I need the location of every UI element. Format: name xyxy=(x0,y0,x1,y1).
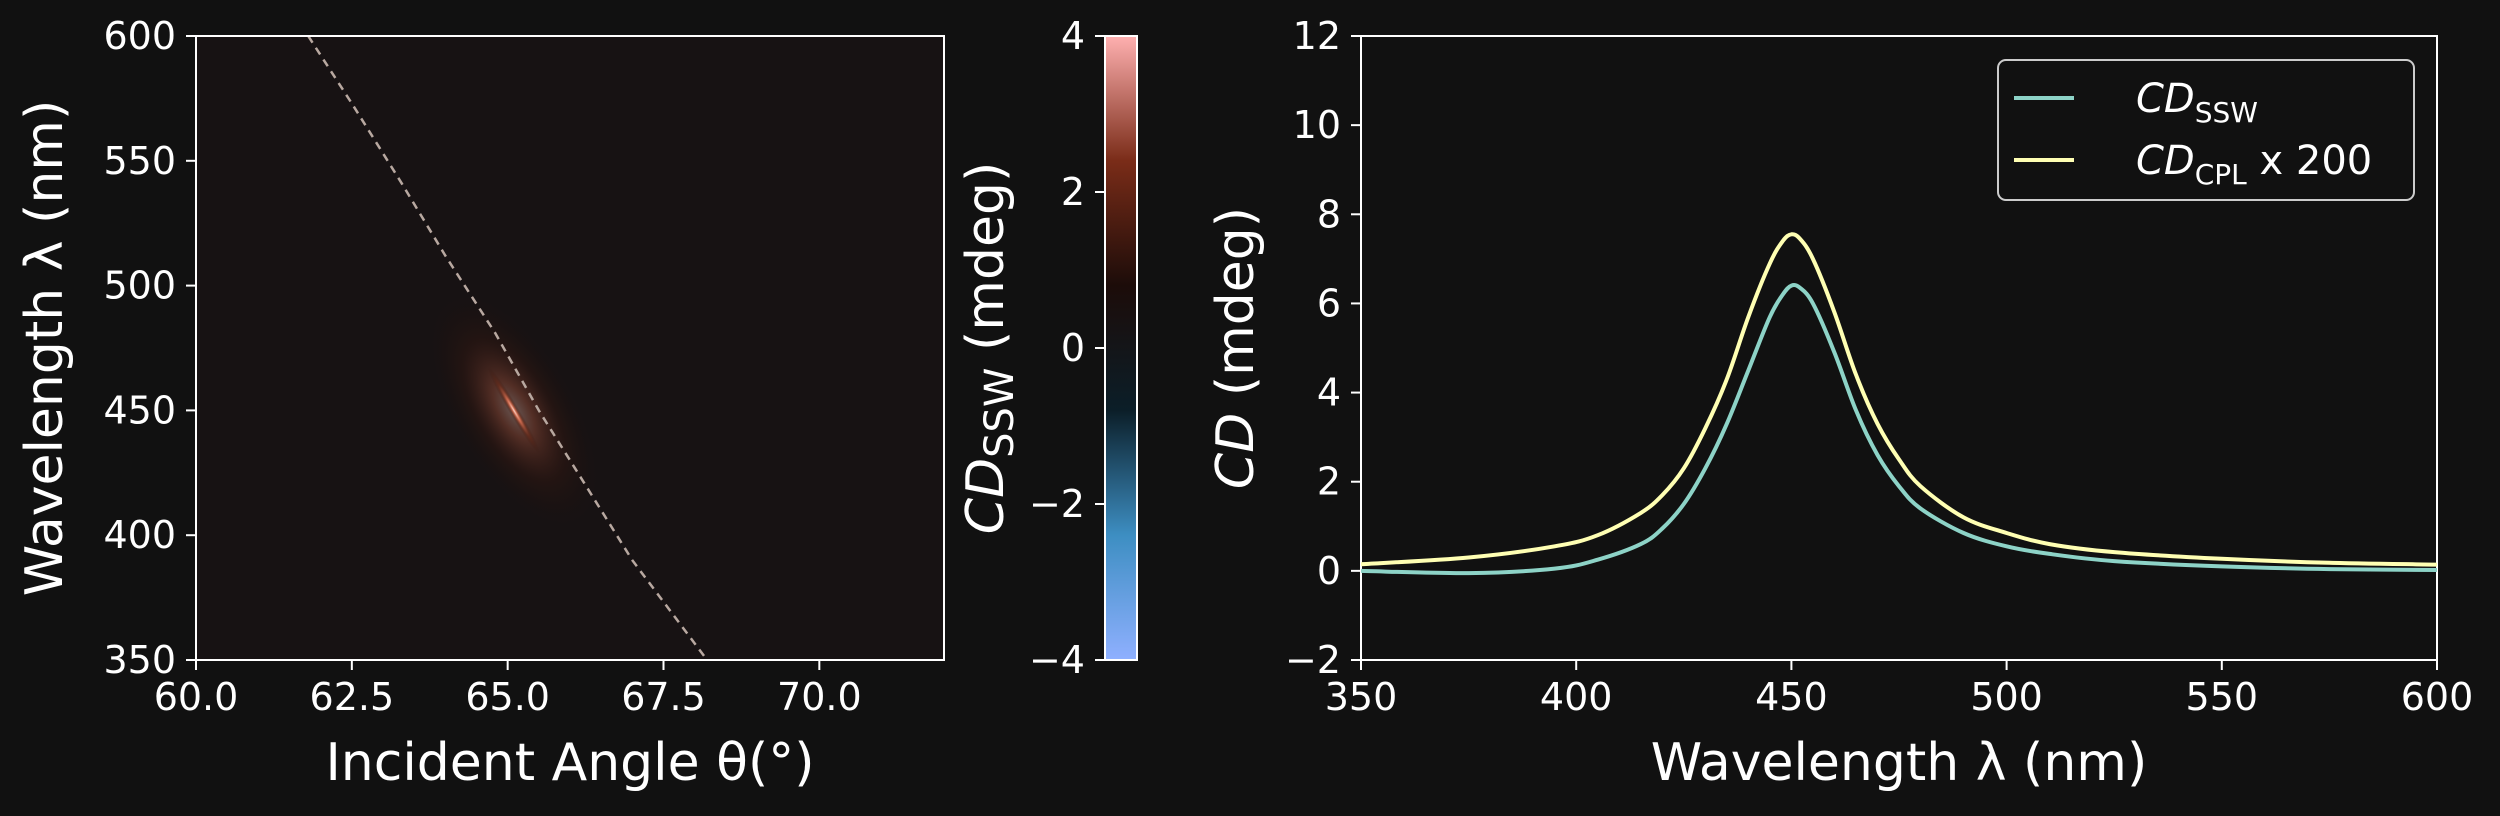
line-chart-x-axis-label-text: Wavelength λ (nm) xyxy=(1651,733,2148,793)
heatmap-x-tick-label-60-0: 60.0 xyxy=(154,675,239,719)
line-chart-y-axis-label-unit: (mdeg) xyxy=(1206,207,1266,413)
legend-label-cd-cpl-main: CD xyxy=(2136,138,2195,184)
colorbar-label: CDSSW (mdeg) xyxy=(956,162,1023,534)
line-chart-x-ticks: 350 400 450 500 550 600 xyxy=(1325,660,2474,719)
colorbar-tick-label-2: 2 xyxy=(1061,170,1085,214)
legend-label-cd-cpl: CDCPL x 200 xyxy=(2136,138,2372,191)
line-chart-y-tick-label-0: 0 xyxy=(1317,549,1341,593)
heatmap-y-tick-label-450: 450 xyxy=(103,388,176,432)
heatmap-x-tick-label-70-0: 70.0 xyxy=(777,675,862,719)
heatmap-x-tick-label-62-5: 62.5 xyxy=(310,675,395,719)
line-chart-y-tick-label-6: 6 xyxy=(1317,281,1341,325)
heatmap-y-tick-label-600: 600 xyxy=(103,14,176,58)
legend-box xyxy=(1997,59,2415,201)
heatmap-y-ticks: 350 400 450 500 550 600 xyxy=(103,14,196,682)
heatmap-dashed-curve xyxy=(307,36,709,660)
colorbar: 4 2 0 −2 −4 CDSSW (mdeg) xyxy=(956,14,1138,682)
legend-label-cd-ssw-main: CD xyxy=(2136,76,2195,122)
line-chart-y-axis-label-main: CD xyxy=(1206,413,1266,489)
heatmap-y-tick-label-550: 550 xyxy=(103,139,176,183)
heatmap-y-tick-label-350: 350 xyxy=(103,638,176,682)
heatmap-y-tick-label-400: 400 xyxy=(103,513,176,557)
heatmap-panel: 60.0 62.5 65.0 67.5 70.0 350400450500550600 … xyxy=(15,14,945,793)
heatmap-x-axis-label: Incident Angle θ(°) xyxy=(325,733,814,793)
heatmap-background xyxy=(196,36,944,660)
line-chart-y-tick-label-12: 12 xyxy=(1293,14,1341,58)
line-chart-panel: 350 400 450 500 550 600 −2 0 2 4 6 8 10 12 Wavelengt… xyxy=(1206,14,2473,793)
colorbar-tick-label-2: −2 xyxy=(1029,482,1085,526)
colorbar-tick-label-4: −4 xyxy=(1029,638,1085,682)
line-chart-x-tick-label-450: 450 xyxy=(1755,675,1828,719)
line-chart-y-tick-label-10: 10 xyxy=(1293,103,1341,147)
colorbar-tick-label-0: 0 xyxy=(1061,326,1085,370)
legend: CDSSW CDCPL x 200 xyxy=(1997,59,2415,201)
colorbar-label-main: CD xyxy=(956,458,1016,534)
heatmap-y-tick-label-500: 500 xyxy=(103,264,176,308)
colorbar-label-sub: SSW xyxy=(977,368,1023,458)
colorbar-tick-label-4: 4 xyxy=(1061,14,1085,58)
heatmap-frame xyxy=(195,35,945,661)
line-chart-y-ticks: −2 0 2 4 6 8 10 12 xyxy=(1285,14,1361,682)
heatmap-y-axis-label-text: Wavelength λ (nm) xyxy=(15,100,75,597)
line-chart-x-tick-label-400: 400 xyxy=(1540,675,1613,719)
line-chart-y-axis-label: CD (mdeg) xyxy=(1206,207,1266,489)
heatmap-x-axis-label-text: Incident Angle θ(°) xyxy=(325,733,814,793)
series-line-cd-ssw xyxy=(1361,283,2437,576)
colorbar-gradient xyxy=(1105,36,1137,660)
line-chart-x-tick-label-600: 600 xyxy=(2401,675,2474,719)
line-chart-y-tick-label-4: 4 xyxy=(1317,371,1341,415)
heatmap-hotspot-layer xyxy=(429,294,598,527)
line-chart-x-tick-label-500: 500 xyxy=(1970,675,2043,719)
series-line-cd-cpl xyxy=(1361,232,2437,567)
line-chart-y-tick-label-2: 2 xyxy=(1317,460,1341,504)
line-chart-x-tick-label-350: 350 xyxy=(1325,675,1398,719)
heatmap-y-axis-label: Wavelength λ (nm) xyxy=(15,100,75,597)
line-chart-y-tick-label-2: −2 xyxy=(1285,638,1341,682)
legend-label-cd-ssw: CDSSW xyxy=(2136,76,2258,129)
colorbar-ticks: 4 2 0 −2 −4 xyxy=(1029,14,1105,682)
line-chart-x-axis-label: Wavelength λ (nm) xyxy=(1651,733,2148,793)
legend-label-cd-cpl-suffix: x 200 xyxy=(2247,138,2372,184)
heatmap-x-ticks: 60.0 62.5 65.0 67.5 70.0 xyxy=(154,660,862,719)
heatmap-x-tick-label-67-5: 67.5 xyxy=(621,675,706,719)
legend-label-cd-cpl-sub: CPL xyxy=(2195,158,2247,191)
line-chart-frame xyxy=(1360,35,2438,661)
colorbar-label-unit: (mdeg) xyxy=(956,162,1016,368)
legend-label-cd-ssw-sub: SSW xyxy=(2195,96,2258,129)
heatmap-x-tick-label-65-0: 65.0 xyxy=(465,675,550,719)
heatmap-hotspot-core xyxy=(488,367,540,454)
line-chart-x-tick-label-550: 550 xyxy=(2186,675,2259,719)
line-chart-y-tick-label-8: 8 xyxy=(1317,192,1341,236)
